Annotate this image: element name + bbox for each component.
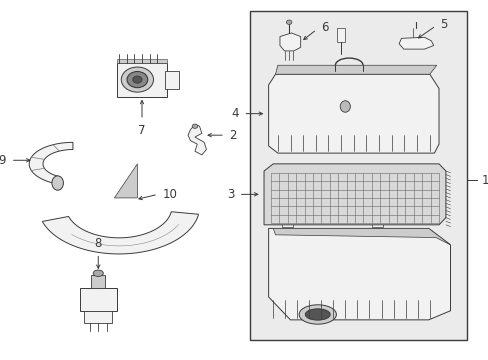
Polygon shape [268,228,449,320]
Ellipse shape [93,270,103,276]
Bar [250,12,466,339]
Ellipse shape [52,176,63,190]
Bar [84,311,112,323]
Ellipse shape [133,76,142,83]
Text: 1: 1 [480,174,488,186]
Text: 4: 4 [231,107,238,120]
Polygon shape [280,33,300,51]
Polygon shape [29,142,73,183]
Text: 8: 8 [94,237,102,250]
Polygon shape [42,212,198,254]
Ellipse shape [192,124,197,129]
Bar [250,12,466,339]
Bar [337,28,344,42]
Polygon shape [268,74,438,153]
Bar [91,275,105,288]
Ellipse shape [286,20,291,24]
Bar [80,288,117,311]
Text: 7: 7 [138,123,145,136]
Text: 2: 2 [229,129,237,142]
Polygon shape [114,164,137,198]
Ellipse shape [127,72,147,87]
Ellipse shape [340,101,349,112]
Ellipse shape [299,305,336,324]
Text: 9: 9 [0,154,6,167]
Bar [281,220,292,226]
Ellipse shape [305,309,329,320]
Bar [117,63,167,96]
Polygon shape [398,37,433,49]
Ellipse shape [121,67,153,92]
Polygon shape [264,164,445,225]
Bar [164,71,179,89]
Bar [371,220,383,226]
Text: 5: 5 [440,18,447,31]
Polygon shape [273,228,449,245]
Text: 10: 10 [163,188,177,201]
Text: 3: 3 [226,188,234,201]
Bar [117,59,167,63]
Polygon shape [188,125,206,155]
Polygon shape [275,65,436,74]
Text: 6: 6 [321,21,328,34]
